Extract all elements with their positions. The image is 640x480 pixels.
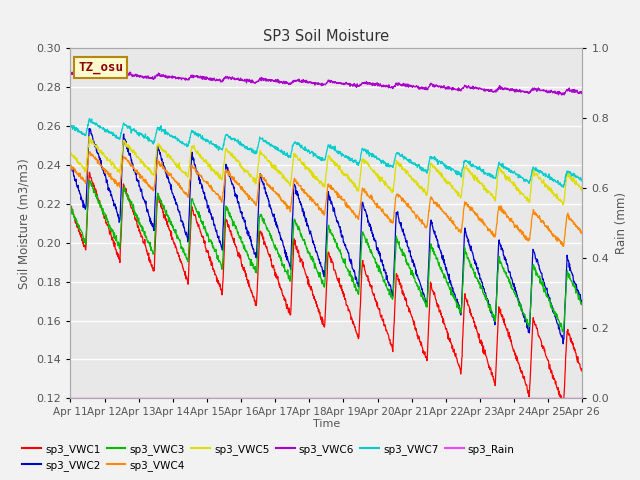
sp3_VWC6 [518,88,525,94]
Line: sp3_VWC3: sp3_VWC3 [70,180,582,332]
Line: sp3_VWC7: sp3_VWC7 [70,119,582,187]
sp3_VWC7 [473,166,481,171]
sp3_VWC2 [473,265,481,271]
sp3_VWC3 [406,265,413,271]
sp3_Rain [406,396,413,401]
sp3_VWC1 [180,269,188,275]
sp3_VWC6 [180,75,188,81]
sp3_VWC2 [168,191,176,196]
sp3_VWC3 [518,306,525,312]
sp3_VWC7 [518,175,525,180]
sp3_VWC3 [67,206,74,212]
sp3_VWC1 [406,309,413,315]
sp3_VWC2 [579,301,586,307]
sp3_Rain [67,396,74,401]
sp3_VWC2 [180,227,188,232]
sp3_Rain [518,396,525,401]
sp3_VWC7 [85,116,93,121]
sp3_VWC3 [579,300,586,306]
sp3_VWC7 [67,124,74,130]
sp3_VWC5 [518,190,525,196]
sp3_VWC3 [85,177,93,183]
sp3_VWC1 [168,235,176,240]
sp3_VWC1 [579,369,586,375]
sp3_VWC2 [559,341,567,347]
sp3_VWC6 [90,68,97,74]
sp3_VWC5 [579,189,586,194]
sp3_Rain [237,396,245,401]
sp3_VWC2 [85,126,93,132]
sp3_VWC4 [238,184,246,190]
sp3_Rain [168,396,175,401]
sp3_VWC6 [168,75,176,81]
Text: TZ_osu: TZ_osu [78,61,123,74]
sp3_VWC5 [85,133,93,139]
sp3_VWC3 [238,240,246,246]
sp3_VWC4 [67,162,74,168]
Line: sp3_VWC1: sp3_VWC1 [70,172,582,404]
sp3_VWC6 [406,83,413,89]
sp3_VWC7 [560,184,568,190]
sp3_VWC5 [238,163,246,169]
sp3_VWC2 [406,248,413,254]
sp3_VWC4 [518,232,525,238]
sp3_VWC1 [238,264,246,269]
sp3_VWC4 [473,212,481,218]
sp3_VWC4 [579,229,586,235]
sp3_VWC1 [518,368,525,374]
sp3_VWC5 [473,178,481,183]
sp3_VWC5 [559,202,566,208]
sp3_VWC7 [579,179,586,185]
sp3_VWC5 [67,150,74,156]
Y-axis label: Soil Moisture (m3/m3): Soil Moisture (m3/m3) [18,158,31,288]
sp3_VWC7 [238,143,246,149]
Line: sp3_VWC4: sp3_VWC4 [70,152,582,246]
sp3_VWC5 [180,169,188,175]
sp3_VWC3 [559,329,567,335]
sp3_VWC3 [180,252,188,258]
sp3_Rain [472,396,480,401]
sp3_VWC4 [86,149,93,155]
sp3_VWC7 [406,156,413,162]
sp3_VWC6 [238,77,246,83]
sp3_VWC6 [561,92,568,98]
sp3_VWC2 [518,307,525,312]
sp3_VWC5 [406,173,413,179]
Line: sp3_VWC5: sp3_VWC5 [70,136,582,205]
Line: sp3_VWC6: sp3_VWC6 [70,71,582,95]
sp3_VWC4 [406,204,413,209]
sp3_VWC2 [67,161,74,167]
sp3_VWC6 [473,86,481,92]
sp3_VWC7 [168,134,176,140]
sp3_VWC1 [473,327,481,333]
sp3_Rain [579,396,586,401]
sp3_VWC2 [238,209,246,215]
sp3_VWC6 [579,89,586,95]
Line: sp3_VWC2: sp3_VWC2 [70,129,582,344]
sp3_VWC6 [67,71,74,77]
sp3_VWC7 [180,143,188,148]
sp3_VWC1 [67,202,74,208]
sp3_VWC3 [168,222,176,228]
sp3_VWC1 [85,169,93,175]
sp3_VWC4 [168,175,176,180]
sp3_VWC4 [560,243,568,249]
X-axis label: Time: Time [313,419,340,429]
sp3_Rain [180,396,188,401]
Title: SP3 Soil Moisture: SP3 Soil Moisture [263,29,390,44]
Legend: sp3_VWC1, sp3_VWC2, sp3_VWC3, sp3_VWC4, sp3_VWC5, sp3_VWC6, sp3_VWC7, sp3_Rain: sp3_VWC1, sp3_VWC2, sp3_VWC3, sp3_VWC4, … [18,439,519,475]
Y-axis label: Rain (mm): Rain (mm) [615,192,628,254]
sp3_VWC3 [473,275,481,280]
sp3_VWC4 [180,190,188,196]
sp3_VWC1 [559,401,567,407]
sp3_VWC5 [168,157,176,163]
